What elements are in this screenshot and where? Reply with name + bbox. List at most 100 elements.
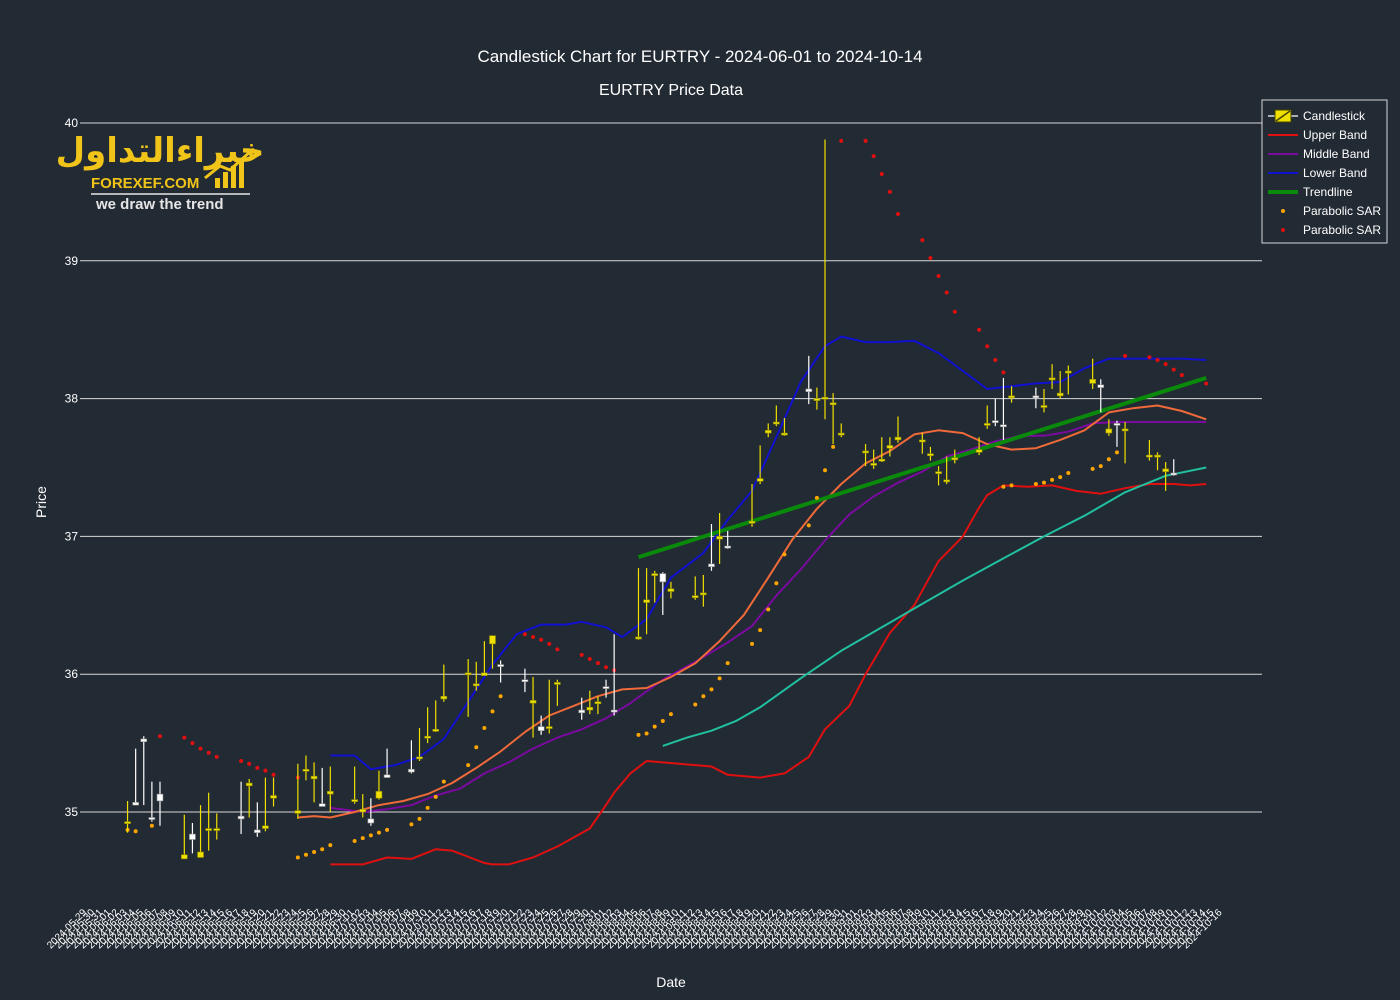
legend-label: Lower Band <box>1303 166 1367 180</box>
candle-up <box>1048 364 1056 389</box>
candle-up <box>302 755 310 781</box>
psar-dot-below <box>644 731 649 736</box>
y-tick-label: 35 <box>65 805 79 819</box>
psar-dot-below <box>474 745 479 750</box>
psar-dot-below <box>806 523 811 528</box>
candle-down <box>537 715 545 735</box>
candle-up <box>181 814 188 860</box>
lower-band-series <box>330 335 1207 771</box>
candle-up <box>554 679 561 706</box>
candle-up <box>894 416 902 443</box>
candle-down <box>189 823 196 854</box>
psar-dot-below <box>701 694 706 699</box>
candle-up <box>529 676 537 738</box>
candle-up <box>667 581 675 599</box>
psar-dot-below <box>133 829 138 834</box>
psar-dot-below <box>482 725 487 730</box>
candle-up <box>821 139 829 420</box>
candle-up <box>424 707 431 744</box>
candle-up <box>862 444 869 467</box>
psar-dot-above <box>555 647 560 652</box>
psar-dot-below <box>490 709 495 714</box>
candle-up <box>432 700 440 733</box>
candle-down <box>602 679 610 698</box>
psar-dot-above <box>1001 370 1006 375</box>
trendline-series <box>637 375 1207 560</box>
psar-dot-above <box>985 344 990 349</box>
psar-dot-above <box>887 189 892 194</box>
candle-down <box>383 748 391 778</box>
psar-dot-below <box>149 823 154 828</box>
psar-dot-above <box>1179 373 1184 378</box>
candle-up <box>651 570 659 603</box>
candle-up <box>1089 358 1096 389</box>
candle-down <box>992 398 999 427</box>
candle-down <box>237 781 245 835</box>
psar-dot-above <box>1204 381 1209 386</box>
legend-label: Parabolic SAR <box>1303 204 1381 218</box>
y-axis-title: Price <box>33 486 49 518</box>
psar-dot-below <box>409 822 414 827</box>
candle-up <box>927 446 934 461</box>
y-tick-label: 38 <box>65 392 79 406</box>
psar-dot-below <box>1041 480 1046 485</box>
psar-dot-below <box>1066 471 1071 476</box>
legend-item: Trendline <box>1268 185 1353 199</box>
candle-up <box>440 664 448 702</box>
candle-up <box>351 766 358 804</box>
candle-up <box>205 792 212 851</box>
candle-down <box>156 781 164 826</box>
psar-dot-below <box>1106 457 1111 462</box>
candle-up <box>375 770 383 800</box>
psar-dot-above <box>271 772 276 777</box>
psar-dot-below <box>376 830 381 835</box>
legend-item: Lower Band <box>1268 166 1367 180</box>
candle-up <box>270 777 277 807</box>
psar-dot-below <box>814 495 819 500</box>
psar-dot-below <box>312 849 317 854</box>
watermark-site: FOREXEF.COM <box>91 175 199 192</box>
candle-up <box>975 437 983 456</box>
y-tick-label: 40 <box>65 116 79 130</box>
candle-up <box>870 449 877 469</box>
candle-up <box>919 433 926 454</box>
psar-dot-above <box>579 652 584 657</box>
legend-item: Candlestick <box>1268 109 1366 123</box>
candle-up <box>935 466 942 486</box>
candle-up <box>886 437 894 457</box>
watermark-tagline: we draw the trend <box>95 196 224 213</box>
candle-down <box>254 802 261 837</box>
psar-dot-below <box>693 702 698 707</box>
psar-dot-above <box>263 768 268 773</box>
candlestick-series <box>124 139 1178 860</box>
orange-average-line <box>297 404 1207 819</box>
psar-dot-above <box>522 632 527 637</box>
psar-dot-above <box>977 327 982 332</box>
candle-up <box>310 762 318 803</box>
psar-dot-above <box>1163 362 1168 367</box>
psar-dot-below <box>823 468 828 473</box>
forexef-watermark-logo: خبراءالتداول FOREXEF.COM we draw the tre… <box>56 131 265 213</box>
psar-dot-above <box>952 309 957 314</box>
candle-down <box>318 767 326 807</box>
psar-dot-below <box>709 687 714 692</box>
candle-up <box>124 800 131 833</box>
candle-up <box>197 805 204 858</box>
candle-up <box>359 794 367 818</box>
candle-up <box>213 813 221 840</box>
psar-dot-below <box>320 847 325 852</box>
candle-down <box>148 781 156 822</box>
psar-dot-above <box>936 273 941 278</box>
psar-dot-below <box>425 805 430 810</box>
plot-area <box>124 138 1209 866</box>
candle-up <box>326 766 334 812</box>
psar-dot-above <box>1155 358 1160 363</box>
psar-dot-below <box>725 661 730 666</box>
candle-up <box>1008 386 1015 403</box>
legend-label: Parabolic SAR <box>1303 223 1381 237</box>
psar-dot-below <box>750 641 755 646</box>
middle-band-series <box>330 421 1207 813</box>
candle-down <box>708 523 715 571</box>
